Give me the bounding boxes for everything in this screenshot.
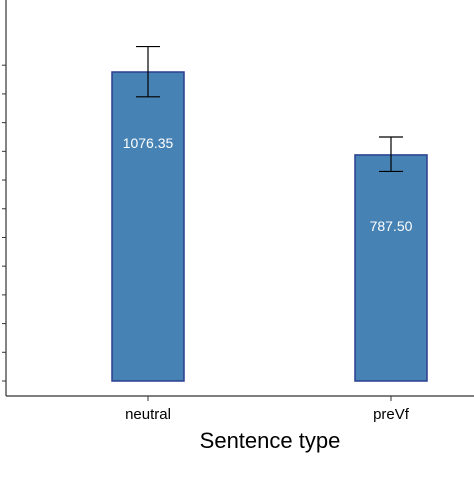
x-axis-title: Sentence type bbox=[200, 428, 341, 453]
value-label-preVf: 787.50 bbox=[370, 218, 413, 234]
x-tick-label-preVf: preVf bbox=[373, 406, 410, 423]
error-bar-neutral bbox=[136, 45, 160, 98]
x-tick-labels: neutral preVf bbox=[125, 406, 410, 423]
error-bar-preVf bbox=[379, 136, 403, 173]
bar-preVf bbox=[354, 154, 428, 382]
bars bbox=[111, 71, 428, 382]
bar-neutral bbox=[111, 71, 185, 382]
axes bbox=[2, 0, 474, 401]
value-label-neutral: 1076.35 bbox=[123, 135, 174, 151]
value-labels: 1076.35 787.50 bbox=[123, 135, 413, 234]
x-tick-label-neutral: neutral bbox=[125, 406, 171, 423]
error-bars bbox=[136, 45, 403, 173]
